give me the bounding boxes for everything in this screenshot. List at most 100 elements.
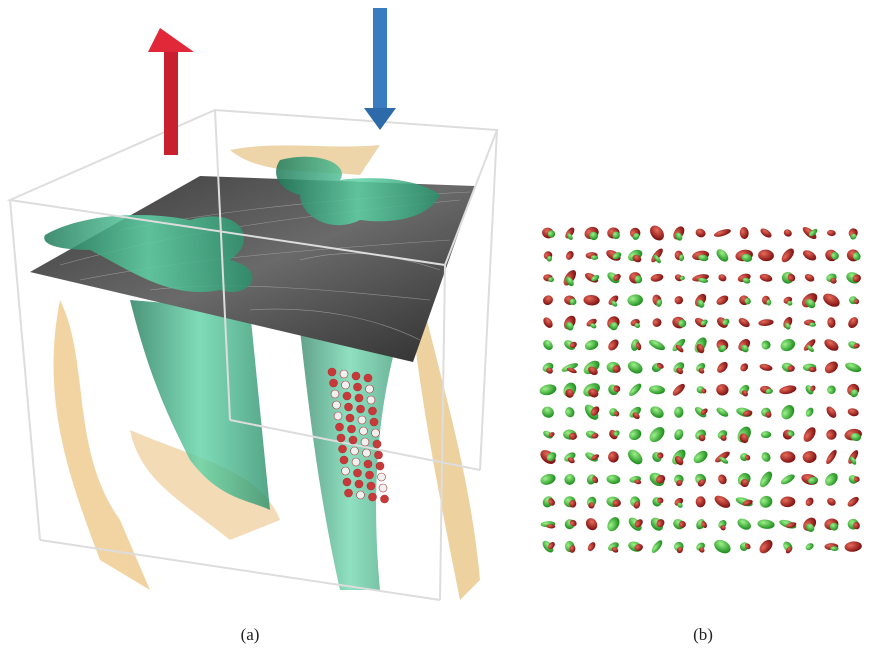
tensor-glyph bbox=[759, 227, 773, 240]
tensor-glyph bbox=[760, 450, 773, 463]
particle bbox=[372, 429, 380, 437]
particle bbox=[370, 418, 378, 426]
tensor-glyph bbox=[712, 537, 733, 556]
tensor-glyph bbox=[627, 427, 643, 442]
tensor-glyph bbox=[541, 293, 555, 306]
particle bbox=[330, 379, 338, 387]
tensor-glyph bbox=[715, 360, 730, 375]
tensor-glyph bbox=[694, 227, 707, 239]
tensor-glyph bbox=[673, 428, 685, 442]
arrow-shaft bbox=[164, 50, 178, 155]
particle bbox=[379, 484, 387, 492]
particle bbox=[337, 434, 345, 442]
particle bbox=[361, 438, 369, 446]
tensor-glyph bbox=[540, 404, 556, 420]
particle bbox=[340, 456, 348, 464]
tensor-glyph bbox=[844, 541, 862, 553]
tensor-glyph bbox=[780, 451, 796, 464]
particle bbox=[339, 445, 347, 453]
caption: (b) bbox=[693, 625, 713, 644]
tensor-glyph bbox=[780, 496, 796, 507]
particle bbox=[354, 383, 362, 391]
particle bbox=[364, 374, 372, 382]
particle bbox=[373, 440, 381, 448]
tensor-glyph bbox=[583, 295, 600, 306]
tensor-glyph bbox=[846, 495, 861, 508]
tensor-glyph bbox=[827, 230, 836, 237]
tensor-glyph bbox=[761, 431, 772, 438]
arrow-down bbox=[364, 8, 396, 130]
tensor-glyph bbox=[715, 406, 730, 419]
particle bbox=[348, 425, 356, 433]
tensor-glyph bbox=[648, 338, 667, 353]
particle bbox=[345, 489, 353, 497]
caption: (a) bbox=[241, 625, 260, 644]
particle bbox=[369, 407, 377, 415]
tensor-glyph bbox=[647, 223, 667, 243]
tensor-glyph bbox=[627, 294, 644, 307]
tensor-glyph bbox=[759, 363, 773, 372]
tensor-glyph bbox=[827, 317, 837, 329]
particle bbox=[355, 394, 363, 402]
tensor-glyph bbox=[541, 316, 554, 330]
particle bbox=[342, 381, 350, 389]
panel-a bbox=[10, 8, 497, 600]
particle bbox=[364, 460, 372, 468]
particle bbox=[351, 447, 359, 455]
tensor-glyph bbox=[627, 382, 643, 398]
particle bbox=[376, 462, 384, 470]
particle bbox=[367, 482, 375, 490]
particle bbox=[378, 473, 386, 481]
tensor-glyph bbox=[779, 403, 797, 422]
tensor-glyph bbox=[714, 247, 730, 264]
particle bbox=[336, 423, 344, 431]
particle bbox=[345, 403, 353, 411]
tensor-glyph bbox=[541, 338, 555, 352]
particle bbox=[333, 401, 341, 409]
tensor-glyph bbox=[695, 496, 705, 508]
particle bbox=[358, 416, 366, 424]
particle bbox=[363, 449, 371, 457]
particle bbox=[354, 469, 362, 477]
particle bbox=[340, 370, 348, 378]
tensor-glyph bbox=[802, 450, 818, 464]
tensor-glyph bbox=[826, 496, 838, 507]
tensor-glyph bbox=[714, 450, 732, 465]
tensor-glyph bbox=[606, 338, 620, 353]
particle bbox=[343, 392, 351, 400]
tensor-glyph bbox=[651, 317, 663, 328]
particle bbox=[369, 493, 377, 501]
arrow-head bbox=[364, 108, 396, 130]
tensor-glyph bbox=[648, 404, 666, 420]
tensor-glyph bbox=[844, 361, 862, 374]
tensor-glyph bbox=[650, 539, 664, 555]
particle bbox=[352, 458, 360, 466]
tensor-glyph bbox=[779, 246, 796, 264]
tensor-glyph bbox=[757, 519, 775, 530]
particle bbox=[355, 480, 363, 488]
particle bbox=[367, 396, 375, 404]
tensor-glyph bbox=[778, 384, 797, 395]
particle bbox=[352, 372, 360, 380]
particle bbox=[366, 385, 374, 393]
tensor-glyph bbox=[809, 322, 816, 326]
tensor-glyph bbox=[608, 451, 619, 463]
tensor-glyph bbox=[671, 382, 687, 398]
tensor-glyph bbox=[824, 448, 838, 465]
tensor-glyph bbox=[739, 227, 749, 240]
tensor-glyph bbox=[647, 424, 668, 445]
tensor-glyph bbox=[847, 407, 860, 417]
arrow-head bbox=[148, 28, 194, 52]
particle bbox=[342, 467, 350, 475]
figure: (a) (b) bbox=[0, 0, 881, 656]
tensor-glyph bbox=[804, 272, 816, 283]
tensor-glyph bbox=[625, 447, 645, 467]
particle bbox=[328, 368, 336, 376]
tensor-glyph bbox=[563, 472, 578, 487]
tensor-glyph bbox=[717, 273, 727, 283]
tensor-glyph bbox=[804, 406, 815, 418]
tensor-glyph bbox=[713, 228, 732, 239]
tensor-glyph bbox=[650, 273, 664, 283]
particle bbox=[375, 451, 383, 459]
tensor-glyph bbox=[825, 384, 837, 396]
